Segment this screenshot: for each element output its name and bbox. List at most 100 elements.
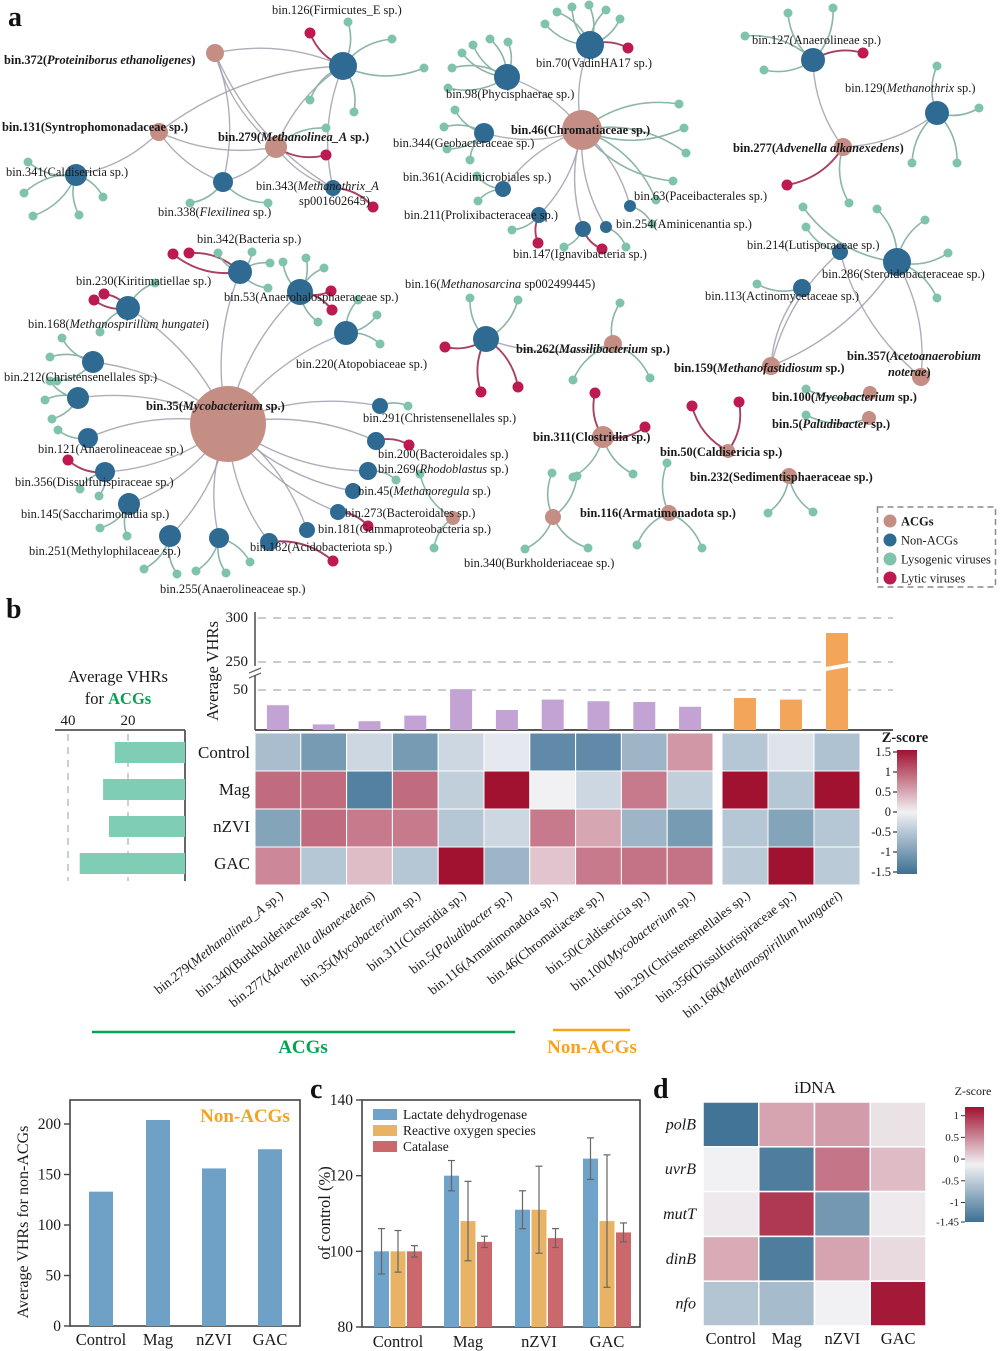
enzyme-bar [616, 1232, 631, 1327]
lytic-virus-node [304, 27, 316, 39]
lysogenic-virus-node [40, 395, 50, 405]
acg-node [562, 110, 602, 150]
heatmap-cell [666, 808, 714, 848]
vhr-bar [734, 698, 756, 730]
enzyme-bar [407, 1251, 422, 1327]
lysogenic-virus-node [943, 248, 953, 258]
legend-label: Catalase [403, 1139, 449, 1154]
lysogenic-virus-node [567, 2, 577, 12]
heatmap-cell [300, 846, 348, 886]
bin-label: bin.344(Geobacteraceae sp.) [393, 136, 534, 150]
heatmap-cell [620, 770, 668, 810]
lysogenic-virus-node [75, 484, 85, 494]
nonacg-bar [202, 1168, 226, 1326]
lysogenic-virus-node [387, 34, 397, 44]
lysogenic-virus-node [443, 83, 453, 93]
colorbar-tick: 0 [885, 805, 891, 819]
row-label: GAC [214, 854, 250, 873]
lysogenic-virus-node [798, 202, 808, 212]
lysogenic-virus-node [740, 31, 750, 41]
non-acg-node [95, 462, 115, 482]
lysogenic-virus-node [305, 95, 315, 105]
acg-node [446, 511, 460, 525]
lysogenic-virus-node [801, 410, 811, 420]
lysogenic-virus-node [844, 198, 854, 208]
lysogenic-virus-node [503, 37, 513, 47]
heatmap-cell [813, 1280, 871, 1327]
heatmap-cell [254, 770, 302, 810]
enzyme-bar [460, 1221, 476, 1327]
heatmap-cell [758, 1146, 816, 1193]
lysogenic-virus-node [697, 543, 707, 553]
bin-label: bin.361(Acidimicrobiales sp.) [403, 170, 551, 184]
plot-frame [361, 1099, 641, 1328]
heatmap-cell [483, 808, 531, 848]
non-acg-node [82, 351, 104, 373]
lysogenic-virus-node [485, 34, 495, 44]
vhr-bar [541, 699, 564, 730]
heatmap-cell [346, 732, 393, 772]
lysogenic-virus-node [559, 242, 569, 252]
vhr-heatmap: bin.279(Methanolinea_A sp.)bin.340(Burkh… [92, 730, 929, 1058]
lysogenic-virus-node [23, 157, 33, 167]
lysogenic-virus-node [974, 103, 984, 113]
bin-label: bin.255(Anaerolineaceae sp.) [160, 582, 306, 596]
panel-d-label: d [653, 1074, 669, 1105]
lysogenic-virus-node [651, 195, 661, 205]
y-axis-label: Average VHRs for non-ACGs [15, 1126, 32, 1319]
panel-c-label: c [310, 1074, 323, 1105]
legend-label-lyso: Lysogenic viruses [901, 553, 991, 567]
bin-label: bin.113(Actinomycetaceae sp.) [705, 289, 859, 303]
heatmap-cell [767, 808, 815, 848]
lytic-virus-node [622, 42, 634, 54]
heatmap-cell [767, 846, 815, 886]
row-label: nZVI [213, 817, 250, 836]
bin-label: bin.50(Caldisericia sp.) [660, 445, 782, 459]
legend-swatch-acg [883, 514, 897, 528]
chart-subtitle: for ACGs [85, 689, 152, 708]
non-acg-node [531, 207, 547, 223]
lysogenic-virus-node [872, 204, 882, 214]
heatmap-cell [529, 846, 577, 886]
heatmap-cell [346, 846, 393, 886]
bin-label: bin.16(Methanosarcina sp002499445) [405, 277, 595, 291]
heatmap-cell [666, 770, 714, 810]
lysogenic-virus-node [584, 0, 594, 10]
enzyme-chart: 80 100 120 140 of control (%) Control Mag nZVI G… [315, 1092, 641, 1351]
lysogenic-virus-node [321, 123, 331, 133]
y-tick: 0 [53, 1318, 61, 1335]
legend-swatch [373, 1109, 397, 1120]
network-edge [485, 338, 614, 353]
y-tick: 140 [330, 1092, 354, 1109]
heatmap-cell [702, 1101, 760, 1148]
lysogenic-virus-node [759, 65, 769, 75]
lysogenic-virus-node [247, 247, 257, 257]
colorbar-tick: -1 [950, 1197, 959, 1209]
heatmap-cell [483, 770, 531, 810]
heatmap-cell [758, 1101, 816, 1148]
bin-label: bin.168(Methanospirillum hungatei) [28, 317, 209, 331]
gene-label: mutT [663, 1206, 697, 1223]
heatmap-cell [391, 732, 439, 772]
non-acg-node [159, 525, 181, 547]
x-tick-label: Mag [453, 1332, 483, 1351]
heatmap-cell [391, 770, 439, 810]
lysogenic-virus-node [662, 458, 672, 468]
heatmap-cell [620, 808, 668, 848]
bin-label: bin.357(Acetoanaerobium [847, 349, 981, 363]
heatmap-cell [702, 1146, 760, 1193]
non-acg-node [334, 321, 358, 345]
vhr-bar [679, 706, 702, 730]
bin-label: bin.159(Methanofastidiosum sp.) [674, 361, 844, 375]
legend-box [876, 506, 997, 588]
non-acg-node [65, 164, 87, 186]
heatmap-cell [483, 846, 531, 886]
heatmap-cell [767, 732, 815, 772]
network-edge [214, 47, 344, 67]
enzyme-bar [444, 1175, 459, 1327]
heatmap-cell [529, 732, 577, 772]
legend-swatch-nonacg [883, 533, 897, 547]
bin-label: bin.340(Burkholderiaceae sp.) [464, 556, 614, 570]
colorbar-tick: 1 [954, 1110, 960, 1122]
